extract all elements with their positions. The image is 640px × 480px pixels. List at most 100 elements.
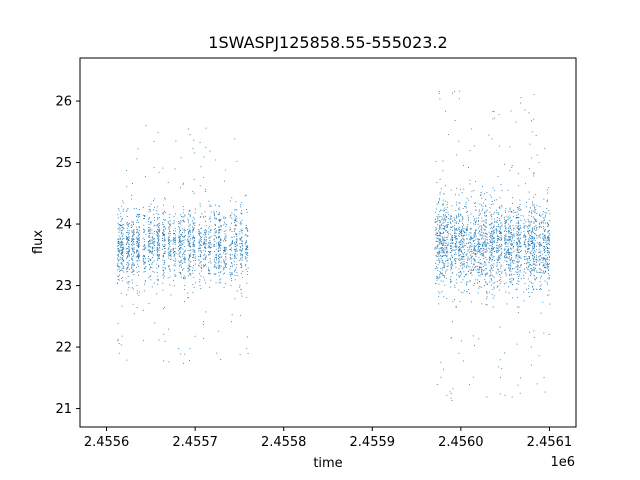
data-point xyxy=(246,347,248,349)
data-point xyxy=(153,141,155,142)
data-point xyxy=(530,273,532,275)
data-point xyxy=(534,267,536,269)
data-point xyxy=(447,218,449,219)
data-point xyxy=(120,257,122,259)
data-point xyxy=(499,262,500,263)
data-point xyxy=(120,262,122,264)
data-point xyxy=(208,273,209,275)
data-point xyxy=(136,252,137,253)
data-point xyxy=(489,259,490,261)
data-point xyxy=(204,253,206,255)
data-point xyxy=(466,210,468,212)
data-point xyxy=(478,247,479,249)
data-point xyxy=(478,220,479,222)
data-point xyxy=(538,227,540,229)
data-point xyxy=(179,238,181,240)
data-point xyxy=(150,210,151,212)
data-point xyxy=(200,266,202,268)
data-point xyxy=(236,290,238,292)
data-point xyxy=(481,263,483,265)
data-point xyxy=(539,258,541,260)
data-point xyxy=(447,214,449,216)
data-point xyxy=(519,204,521,205)
data-point xyxy=(540,250,542,252)
data-point xyxy=(185,259,186,261)
data-point xyxy=(199,185,201,187)
data-point xyxy=(464,252,465,253)
data-point xyxy=(543,237,545,239)
data-point xyxy=(441,228,443,230)
data-point xyxy=(548,210,550,211)
data-point xyxy=(529,210,531,212)
data-point xyxy=(539,245,540,247)
data-point xyxy=(187,250,189,252)
data-point xyxy=(234,225,236,226)
data-point xyxy=(219,265,221,266)
data-point xyxy=(519,271,521,273)
data-point xyxy=(183,242,185,244)
data-point xyxy=(493,226,495,227)
data-point xyxy=(505,254,507,255)
data-point xyxy=(144,244,146,246)
data-point xyxy=(117,228,119,230)
data-point xyxy=(218,242,219,244)
data-point xyxy=(438,201,439,203)
data-point xyxy=(461,250,463,252)
data-point xyxy=(174,234,176,236)
data-point xyxy=(174,239,176,241)
data-point xyxy=(145,247,146,249)
data-point xyxy=(241,249,242,251)
data-point xyxy=(530,268,532,269)
data-point xyxy=(474,145,476,147)
data-point xyxy=(547,231,549,232)
data-point xyxy=(524,225,526,227)
data-point xyxy=(180,276,182,278)
data-point xyxy=(179,230,181,231)
y-tick-label: 24 xyxy=(55,218,72,233)
data-point xyxy=(441,274,443,276)
data-point xyxy=(156,234,158,236)
data-point xyxy=(509,258,511,260)
data-point xyxy=(491,252,493,253)
data-point xyxy=(192,270,193,272)
data-point xyxy=(503,283,505,285)
data-point xyxy=(214,257,216,258)
data-point xyxy=(150,267,151,269)
data-point xyxy=(454,120,456,121)
data-point xyxy=(524,268,525,270)
data-point xyxy=(163,277,164,279)
data-point xyxy=(530,238,531,239)
data-point xyxy=(471,248,472,250)
data-point xyxy=(234,228,236,230)
data-point xyxy=(437,235,439,237)
data-point xyxy=(460,262,461,264)
data-point xyxy=(234,219,236,221)
data-point xyxy=(157,237,159,239)
data-point xyxy=(158,223,159,225)
data-point xyxy=(500,254,502,256)
data-point xyxy=(194,258,196,259)
data-point xyxy=(440,254,441,256)
data-point xyxy=(192,245,194,247)
data-point xyxy=(488,134,490,136)
data-point xyxy=(240,254,241,256)
data-point xyxy=(499,256,501,258)
data-point xyxy=(190,273,192,275)
data-point xyxy=(216,237,217,239)
data-point xyxy=(437,220,438,222)
data-point xyxy=(516,283,518,284)
data-point xyxy=(516,215,518,217)
data-point xyxy=(214,258,215,260)
data-point xyxy=(121,270,123,271)
data-point xyxy=(224,221,225,223)
data-point xyxy=(202,264,204,266)
data-point xyxy=(499,231,501,233)
data-point xyxy=(220,247,222,249)
data-point xyxy=(492,111,494,112)
data-point xyxy=(447,244,449,246)
data-point xyxy=(148,233,150,234)
data-point xyxy=(456,230,458,231)
data-point xyxy=(180,223,181,225)
data-point xyxy=(193,178,195,180)
data-point xyxy=(547,236,548,238)
